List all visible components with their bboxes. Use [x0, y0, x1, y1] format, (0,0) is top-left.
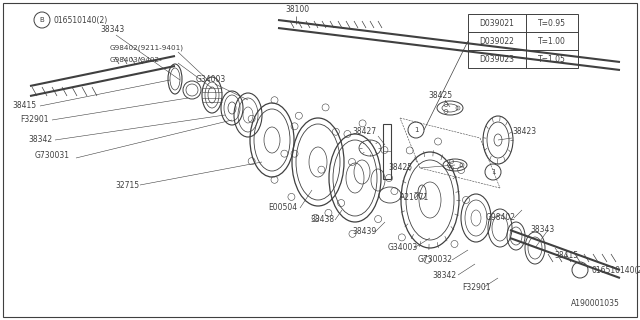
- Text: G730031: G730031: [35, 150, 70, 159]
- Text: G730032: G730032: [418, 255, 453, 265]
- Text: 38342: 38342: [28, 135, 52, 145]
- Text: 38438: 38438: [310, 215, 334, 225]
- Text: F32901: F32901: [462, 283, 490, 292]
- Text: T=1.05: T=1.05: [538, 54, 566, 63]
- Text: 016510140(2): 016510140(2): [53, 15, 108, 25]
- Text: D039023: D039023: [479, 54, 515, 63]
- Text: D039022: D039022: [479, 36, 515, 45]
- Text: 1: 1: [413, 127, 419, 133]
- Text: G98403(9402-: G98403(9402-: [110, 57, 163, 63]
- Text: G34003: G34003: [196, 76, 227, 84]
- Text: 38425: 38425: [388, 164, 412, 172]
- Text: T=1.00: T=1.00: [538, 36, 566, 45]
- Text: 016510140(2): 016510140(2): [591, 266, 640, 275]
- Text: A190001035: A190001035: [571, 299, 620, 308]
- Text: 38423: 38423: [512, 127, 536, 137]
- Text: F32901: F32901: [20, 116, 49, 124]
- Text: B: B: [40, 17, 44, 23]
- Text: 38439: 38439: [352, 228, 376, 236]
- Text: G98402: G98402: [486, 213, 516, 222]
- Text: 32715: 32715: [115, 180, 139, 189]
- Text: 38100: 38100: [285, 5, 309, 14]
- Text: 1: 1: [491, 169, 495, 175]
- Text: 38415: 38415: [12, 101, 36, 110]
- Text: 38343: 38343: [530, 226, 554, 235]
- Text: 38425: 38425: [428, 91, 452, 100]
- Text: T=0.95: T=0.95: [538, 19, 566, 28]
- Bar: [468, 14, 578, 68]
- Text: 38343: 38343: [100, 26, 124, 35]
- Text: 38415: 38415: [554, 251, 578, 260]
- Text: G98402(9211-9401): G98402(9211-9401): [110, 45, 184, 51]
- Text: A21071: A21071: [400, 194, 429, 203]
- Text: E00504: E00504: [268, 204, 297, 212]
- Bar: [383, 124, 391, 179]
- Text: G34003: G34003: [388, 244, 419, 252]
- Text: 38342: 38342: [432, 270, 456, 279]
- Text: D039021: D039021: [479, 19, 515, 28]
- Text: 38427: 38427: [352, 127, 376, 137]
